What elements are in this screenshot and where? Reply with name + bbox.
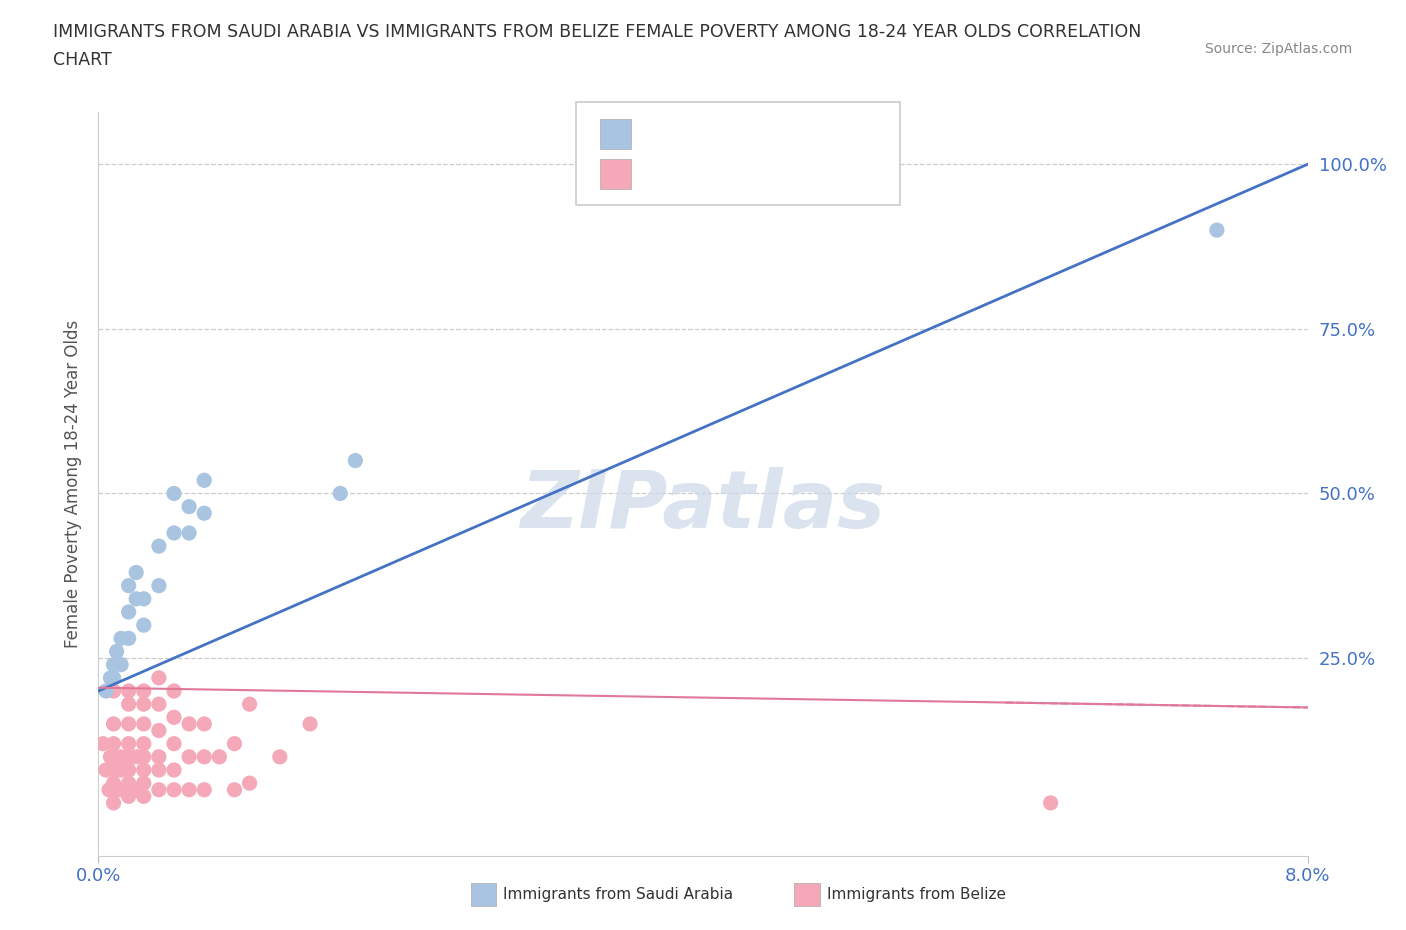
Point xyxy=(148,782,170,797)
Point xyxy=(193,750,215,764)
Point xyxy=(239,697,262,711)
Point xyxy=(179,525,201,540)
Point xyxy=(118,763,141,777)
Point xyxy=(163,763,186,777)
Point xyxy=(103,763,125,777)
Point xyxy=(118,684,141,698)
Point xyxy=(132,763,155,777)
Point xyxy=(110,782,132,797)
Point xyxy=(125,591,148,606)
Point xyxy=(98,782,121,797)
Point xyxy=(132,776,155,790)
Point xyxy=(163,684,186,698)
Point xyxy=(148,750,170,764)
Point xyxy=(132,618,155,632)
Point xyxy=(148,538,170,553)
Point xyxy=(148,578,170,593)
Text: IMMIGRANTS FROM SAUDI ARABIA VS IMMIGRANTS FROM BELIZE FEMALE POVERTY AMONG 18-2: IMMIGRANTS FROM SAUDI ARABIA VS IMMIGRAN… xyxy=(53,23,1142,41)
Point xyxy=(224,782,246,797)
Point xyxy=(118,604,141,619)
Point xyxy=(118,716,141,731)
Point xyxy=(110,763,132,777)
Point xyxy=(118,578,141,593)
Point xyxy=(103,671,125,685)
Point xyxy=(103,795,125,810)
Point xyxy=(148,723,170,737)
Point xyxy=(179,750,201,764)
Point xyxy=(163,486,186,501)
Point xyxy=(193,472,215,487)
Point xyxy=(132,591,155,606)
Point xyxy=(132,716,155,731)
Point xyxy=(91,737,114,751)
Point xyxy=(105,644,128,659)
Point xyxy=(329,486,352,501)
Text: CHART: CHART xyxy=(53,51,112,69)
Point xyxy=(148,697,170,711)
Point xyxy=(100,671,122,685)
Point xyxy=(103,737,125,751)
Point xyxy=(118,697,141,711)
Point xyxy=(125,782,148,797)
Point xyxy=(103,750,125,764)
Text: Immigrants from Belize: Immigrants from Belize xyxy=(827,887,1005,902)
Point xyxy=(193,716,215,731)
Point xyxy=(132,750,155,764)
Point xyxy=(224,737,246,751)
Point xyxy=(148,763,170,777)
Point xyxy=(132,684,155,698)
Point xyxy=(118,631,141,645)
Point xyxy=(269,750,291,764)
Point xyxy=(118,789,141,804)
Point xyxy=(118,750,141,764)
Point xyxy=(103,776,125,790)
Point xyxy=(110,750,132,764)
Point xyxy=(118,776,141,790)
Text: Source: ZipAtlas.com: Source: ZipAtlas.com xyxy=(1205,42,1353,56)
Point xyxy=(105,763,128,777)
Point xyxy=(179,782,201,797)
Point xyxy=(94,684,117,698)
Point xyxy=(132,789,155,804)
Point xyxy=(100,750,122,764)
Point xyxy=(132,737,155,751)
Point xyxy=(110,631,132,645)
Text: ZIPatlas: ZIPatlas xyxy=(520,467,886,545)
Point xyxy=(1039,795,1062,810)
Y-axis label: Female Poverty Among 18-24 Year Olds: Female Poverty Among 18-24 Year Olds xyxy=(63,320,82,647)
Text: Immigrants from Saudi Arabia: Immigrants from Saudi Arabia xyxy=(503,887,734,902)
Point xyxy=(103,716,125,731)
Point xyxy=(193,506,215,521)
Point xyxy=(105,782,128,797)
Point xyxy=(179,716,201,731)
Point xyxy=(125,565,148,580)
Point xyxy=(1206,222,1229,237)
Point xyxy=(132,697,155,711)
Point xyxy=(163,525,186,540)
Point xyxy=(110,658,132,672)
Point xyxy=(103,658,125,672)
Point xyxy=(208,750,231,764)
Point xyxy=(148,671,170,685)
Point xyxy=(239,776,262,790)
Point xyxy=(163,737,186,751)
Point xyxy=(94,763,117,777)
Point xyxy=(118,737,141,751)
Text: R =  0.742   N = 25: R = 0.742 N = 25 xyxy=(643,118,834,137)
Point xyxy=(299,716,322,731)
Point xyxy=(103,684,125,698)
Point xyxy=(125,750,148,764)
Point xyxy=(179,499,201,514)
Text: R = -0.083   N = 59: R = -0.083 N = 59 xyxy=(643,158,835,177)
Point xyxy=(163,710,186,724)
Point xyxy=(193,782,215,797)
Point xyxy=(163,782,186,797)
Point xyxy=(344,453,367,468)
